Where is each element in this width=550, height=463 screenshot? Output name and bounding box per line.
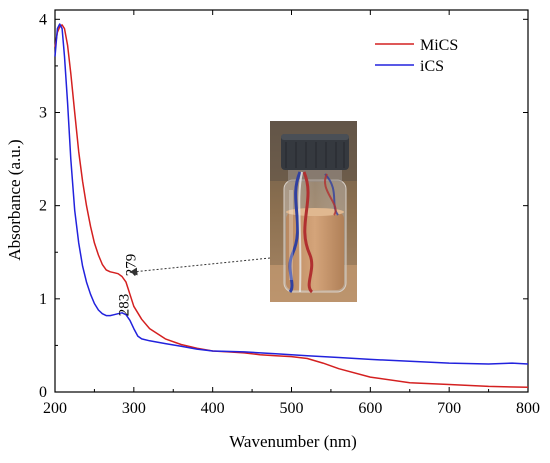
peak-label-283: 283 <box>117 294 133 317</box>
series-line-ics <box>54 23 529 365</box>
x-tick-label: 800 <box>516 400 540 417</box>
x-tick-label: 400 <box>201 400 225 417</box>
plot-axes: 200 300 400 500 600 700 800 0 1 2 3 4 <box>39 9 540 417</box>
y-tick-label: 3 <box>39 104 47 121</box>
legend-label-ics: iCS <box>420 58 444 75</box>
x-tick-label: 600 <box>358 400 382 417</box>
y-tick-label: 4 <box>39 11 47 28</box>
legend-label-mics: MiCS <box>420 37 458 54</box>
photo-pointer-arrow <box>129 257 271 276</box>
vial-photo-inset <box>270 121 357 302</box>
peak-label-279: 279 <box>124 254 140 277</box>
y-tick-label: 1 <box>39 291 47 308</box>
y-axis-title: Absorbance (a.u.) <box>5 139 24 260</box>
x-tick-label: 500 <box>280 400 304 417</box>
x-tick-label: 700 <box>437 400 461 417</box>
x-tick-label: 300 <box>122 400 146 417</box>
series-line-mics <box>54 24 529 389</box>
x-tick-label: 200 <box>43 400 67 417</box>
y-tick-label: 0 <box>39 384 47 401</box>
x-axis-title: Wavenumber (nm) <box>229 432 357 451</box>
y-tick-label: 2 <box>39 198 47 215</box>
annotation-layer: 279 283 <box>117 254 271 317</box>
legend: MiCS iCS <box>375 37 458 75</box>
series-layer <box>54 23 529 389</box>
